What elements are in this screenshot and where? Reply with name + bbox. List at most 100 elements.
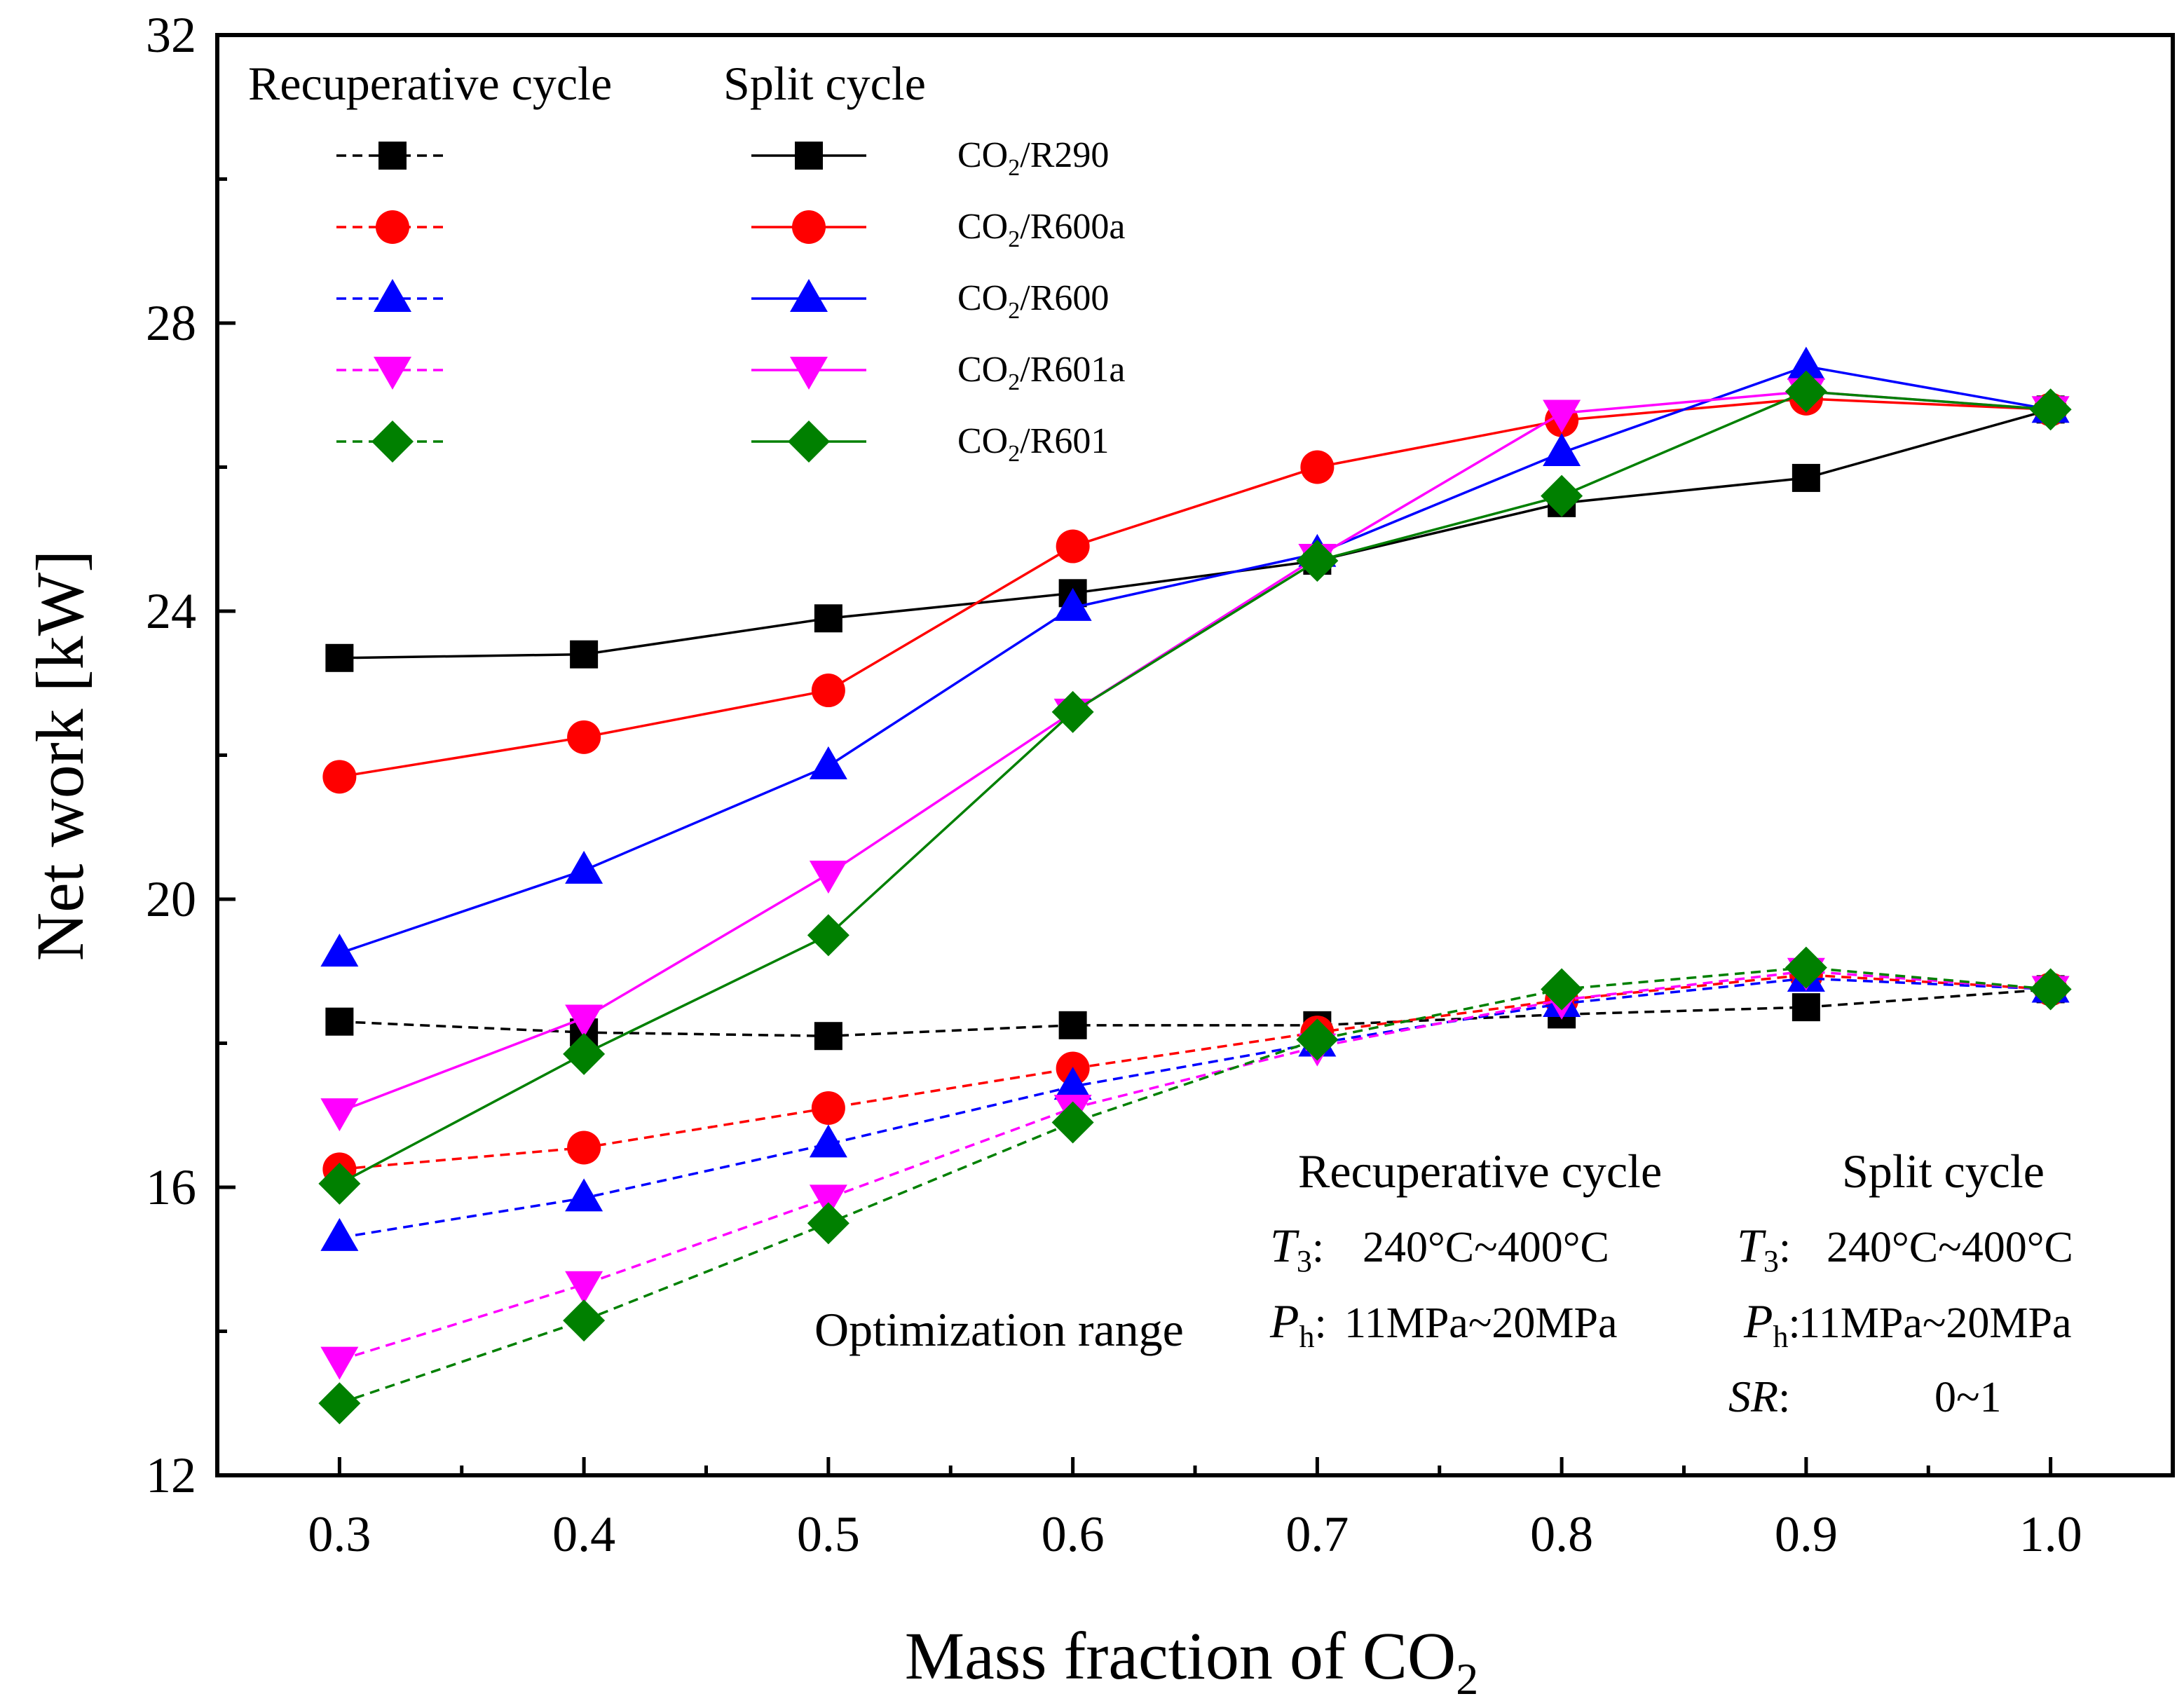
legend-marker-recuperative (374, 279, 411, 312)
data-point (1053, 1067, 1092, 1100)
data-point (1784, 946, 1827, 989)
legend-marker-split (795, 142, 823, 170)
annotation-t3-subscript-split: 3 (1763, 1244, 1779, 1278)
legend-label-subscript: 2 (1008, 369, 1020, 395)
data-point (1792, 993, 1820, 1022)
legend-rows: CO2/R290CO2/R600aCO2/R600CO2/R601aCO2/R6… (336, 135, 1125, 467)
data-point (325, 1007, 354, 1036)
annotation-ph-range-split: 11MPa~20MPa (1799, 1299, 2072, 1347)
data-point (565, 1004, 603, 1038)
y-axis: 12 16 20 24 28 32 (146, 7, 236, 1503)
data-point (811, 1091, 845, 1125)
legend-label-suffix: /R600a (1020, 207, 1125, 247)
data-point (1053, 587, 1092, 621)
x-tick-label: 0.6 (1042, 1506, 1105, 1562)
legend-row: CO2/R600a (336, 207, 1125, 252)
series-line (339, 977, 2051, 1239)
legend-label-prefix: CO (957, 350, 1008, 390)
x-tick-label: 0.9 (1775, 1506, 1838, 1562)
data-point (1792, 463, 1820, 492)
legend-row: CO2/R290 (336, 135, 1109, 181)
legend-label-subscript: 2 (1008, 298, 1020, 324)
x-axis-label: Mass fraction of CO2 (905, 1618, 1479, 1704)
annotation-sr-colon: : (1778, 1374, 1790, 1421)
legend-label-suffix: /R601a (1020, 350, 1125, 390)
data-point (563, 1299, 606, 1342)
optimization-annotation: Recuperative cycle Split cycle Optimizat… (814, 1145, 2073, 1421)
legend-label-prefix: CO (957, 207, 1008, 247)
data-point (563, 1032, 606, 1075)
data-point (325, 643, 354, 672)
y-tick-label: 24 (146, 583, 196, 639)
legend: Recuperative cycle Split cycle CO2/R290C… (248, 57, 1125, 467)
legend-label: CO2/R290 (957, 135, 1109, 181)
data-point (2029, 388, 2072, 431)
data-point (809, 861, 847, 894)
x-axis-label-main: Mass fraction of CO (905, 1618, 1456, 1693)
legend-label: CO2/R600a (957, 207, 1125, 252)
x-axis: 0.3 0.4 0.5 0.6 0.7 0.8 0.9 1.0 (308, 1457, 2082, 1562)
y-tick-label: 28 (146, 295, 196, 351)
data-point (565, 1271, 603, 1304)
legend-marker-split (792, 210, 826, 244)
annotation-ph-symbol: P (1269, 1294, 1299, 1348)
legend-marker-split (790, 279, 828, 312)
x-tick-label: 1.0 (2019, 1506, 2082, 1562)
y-tick-label: 16 (146, 1159, 196, 1215)
legend-label: CO2/R600 (957, 278, 1109, 324)
legend-label-prefix: CO (957, 135, 1008, 175)
y-tick-label: 12 (146, 1447, 196, 1503)
data-point (1787, 346, 1825, 380)
data-point (807, 1202, 849, 1245)
legend-header-split: Split cycle (723, 57, 926, 110)
data-point (814, 1022, 842, 1051)
legend-row: CO2/R600 (336, 278, 1109, 324)
data-point (318, 1162, 361, 1205)
data-point (1296, 1018, 1339, 1061)
legend-label: CO2/R601a (957, 350, 1125, 395)
y-axis-label: Net work [kW] (22, 550, 97, 961)
annotation-t3-subscript: 3 (1297, 1244, 1312, 1278)
x-tick-label: 0.7 (1285, 1506, 1349, 1562)
annotation-ph-colon: : (1315, 1299, 1327, 1347)
data-point (1051, 1101, 1094, 1144)
data-point (1784, 370, 1827, 413)
data-point (567, 720, 601, 754)
data-point (320, 1098, 359, 1132)
annotation-ph-split: Ph:11MPa~20MPa (1743, 1294, 2072, 1354)
legend-label-subscript: 2 (1008, 441, 1020, 467)
series-recuperative-cycle-co2-r601 (318, 946, 2072, 1425)
legend-marker-split (788, 421, 830, 463)
legend-label-suffix: /R290 (1020, 135, 1109, 175)
data-point (318, 1382, 361, 1425)
data-point (807, 914, 849, 957)
annotation-ph-recuperative: Ph: 11MPa~20MPa (1269, 1294, 1618, 1354)
series-split-cycle-co2-r601 (318, 370, 2072, 1205)
series-layer (318, 346, 2072, 1425)
legend-label-prefix: CO (957, 421, 1008, 461)
legend-label-prefix: CO (957, 278, 1008, 318)
data-point (1300, 450, 1335, 484)
data-point (2029, 968, 2072, 1011)
annotation-t3-split: T3: 240°C~400°C (1737, 1219, 2073, 1278)
series-line (339, 988, 2051, 1037)
annotation-t3-colon-split: : (1779, 1224, 1791, 1271)
y-tick-label: 20 (146, 871, 196, 927)
series-line (339, 397, 2051, 779)
annotation-ph-colon-split: : (1789, 1299, 1801, 1347)
annotation-range-label: Optimization range (814, 1303, 1184, 1356)
x-tick-label: 0.8 (1530, 1506, 1593, 1562)
annotation-ph-subscript-split: h (1773, 1320, 1789, 1354)
x-tick-label: 0.3 (308, 1506, 371, 1562)
annotation-sr-range: 0~1 (1934, 1374, 2002, 1421)
legend-label: CO2/R601 (957, 421, 1109, 467)
series-line (339, 390, 2051, 1113)
annotation-sr-symbol: SR (1728, 1372, 1778, 1421)
annotation-ph-symbol-split: P (1743, 1294, 1773, 1348)
legend-label-subscript: 2 (1008, 155, 1020, 181)
legend-marker-recuperative (371, 421, 414, 463)
data-point (809, 1124, 847, 1158)
annotation-ph-subscript: h (1299, 1320, 1315, 1354)
